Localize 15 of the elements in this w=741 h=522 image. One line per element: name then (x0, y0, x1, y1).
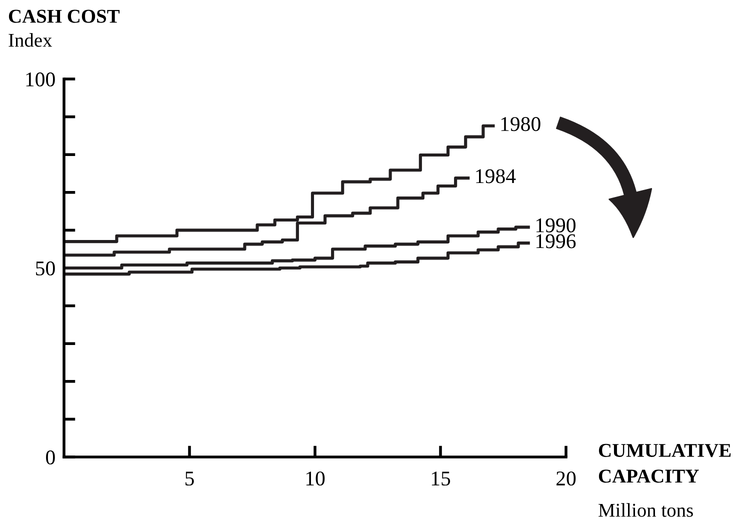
text: Index (8, 33, 52, 47)
y-axis-title: CASH COST (8, 10, 120, 23)
x-tick-label: 5 (186, 472, 194, 486)
y-tick-label: 100 (26, 72, 55, 86)
y-tick-label: 50 (36, 261, 55, 276)
series-label: 1990 (536, 218, 576, 232)
series-label: 1996 (536, 234, 576, 248)
x-axis-title: CUMULATIVE CAPACITY (598, 444, 731, 483)
x-tick-label: 15 (432, 472, 450, 486)
y-tick-label: 0 (46, 450, 55, 464)
series-label: 1980 (501, 117, 540, 132)
x-tick-label: 10 (306, 471, 325, 486)
x-tick-label: 20 (556, 471, 576, 486)
text: Million tons (598, 503, 693, 517)
series-label: 1984 (476, 169, 516, 184)
